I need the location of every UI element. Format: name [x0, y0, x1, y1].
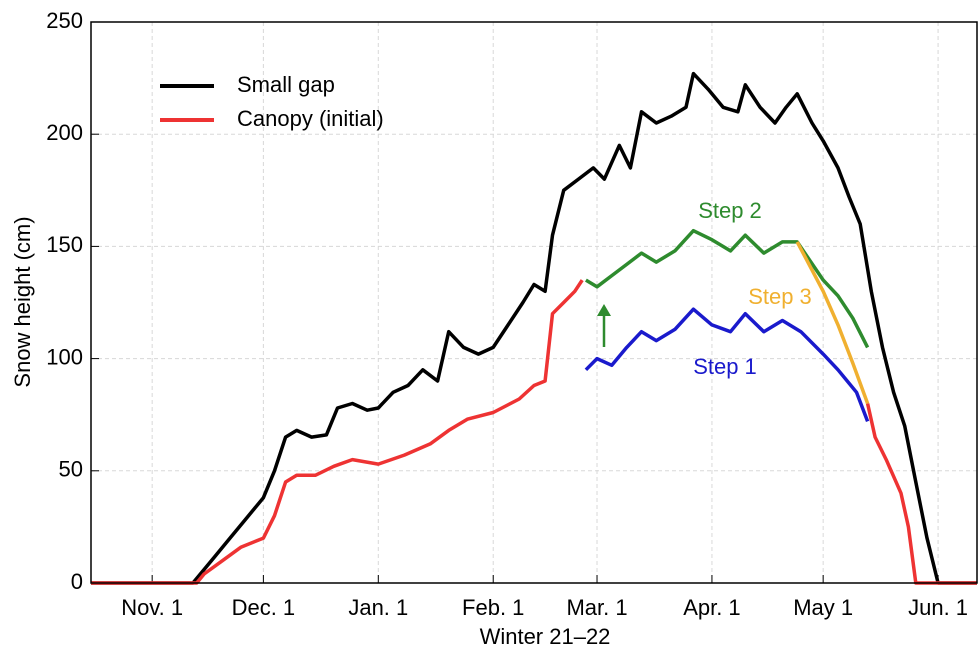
x-axis-label: Winter 21–22: [480, 624, 611, 649]
x-tick-label: May 1: [793, 595, 853, 620]
x-tick-label: Feb. 1: [462, 595, 524, 620]
series-line: [795, 241, 870, 405]
legend-label: Small gap: [237, 72, 335, 97]
y-tick-label: 50: [59, 457, 83, 482]
x-tick-label: Jun. 1: [908, 595, 968, 620]
series-line: [584, 228, 870, 349]
x-tick-label: Dec. 1: [232, 595, 296, 620]
x-tick-label: Jan. 1: [348, 595, 408, 620]
series-line: [91, 279, 977, 585]
x-tick-label: Nov. 1: [121, 595, 183, 620]
plot-frame: [90, 21, 978, 584]
x-tick-label: Apr. 1: [683, 595, 740, 620]
series-line: [91, 71, 977, 585]
series-line: [584, 307, 870, 423]
series-label: Step 2: [698, 198, 762, 223]
arrow-head: [597, 304, 611, 316]
y-tick-label: 150: [46, 232, 83, 257]
y-tick-label: 0: [71, 569, 83, 594]
y-tick-label: 200: [46, 120, 83, 145]
y-tick-label: 250: [46, 8, 83, 33]
y-axis-label: Snow height (cm): [10, 216, 35, 387]
x-tick-label: Mar. 1: [566, 595, 627, 620]
series-label: Step 1: [693, 354, 757, 379]
series-label: Step 3: [748, 284, 812, 309]
y-tick-label: 100: [46, 344, 83, 369]
legend-label: Canopy (initial): [237, 106, 384, 131]
